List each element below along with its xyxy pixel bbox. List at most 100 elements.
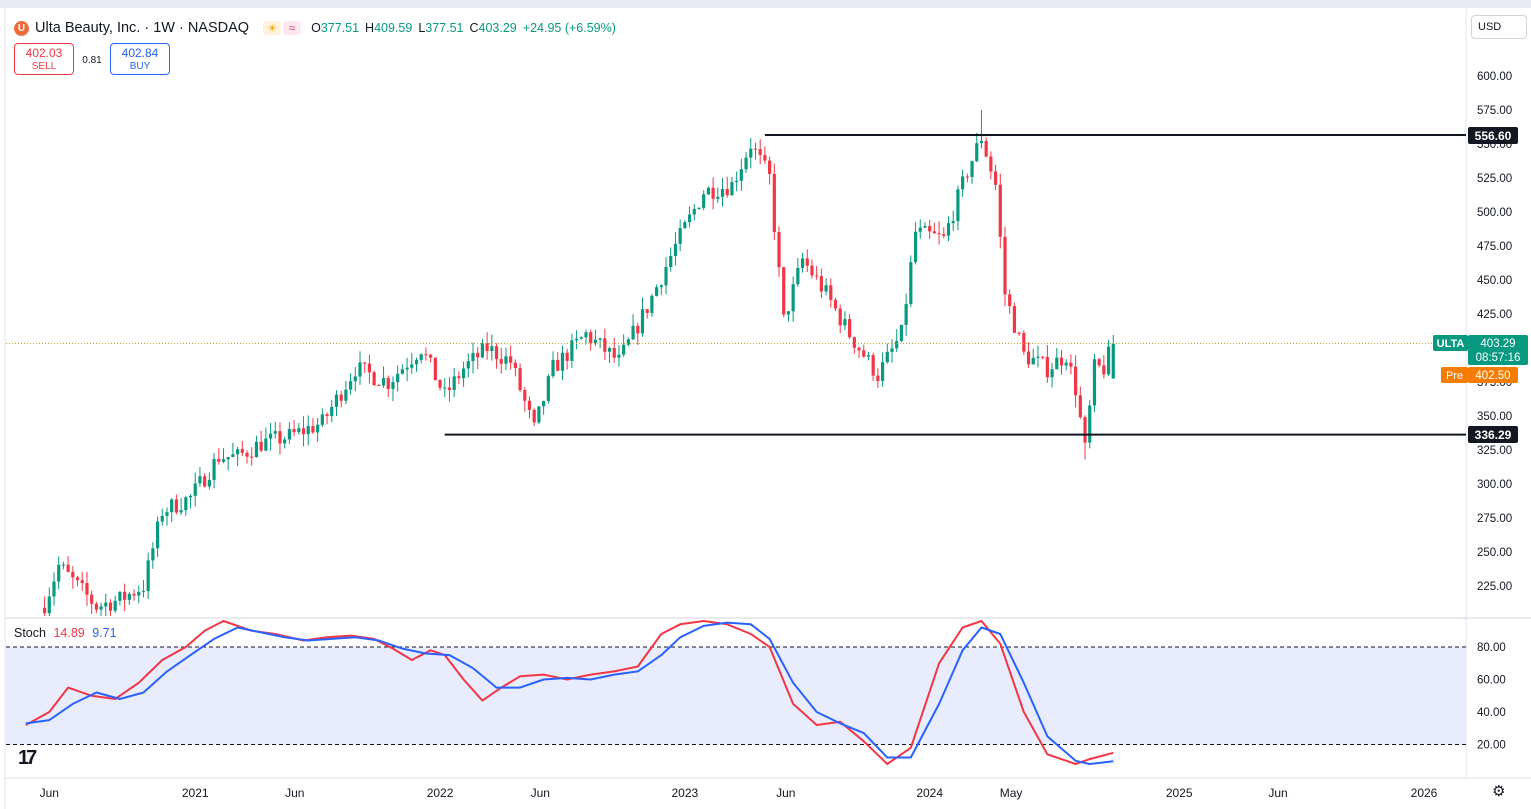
symbol-title[interactable]: Ulta Beauty, Inc. · 1W · NASDAQ: [35, 20, 250, 36]
candle-body: [273, 431, 277, 434]
tradingview-logo-icon[interactable]: 17: [18, 747, 37, 769]
candle-body: [118, 591, 122, 601]
candle-body: [348, 381, 353, 390]
candle-body: [80, 580, 84, 584]
candle-body: [946, 223, 951, 236]
candle-body: [141, 591, 146, 593]
candle-body: [913, 231, 918, 263]
time-tick-label: Jun: [531, 786, 550, 800]
stoch-band-group: [6, 646, 1466, 745]
candle-body: [720, 188, 725, 197]
candle-body: [970, 161, 974, 177]
time-tick-label: Jun: [1268, 786, 1287, 800]
spread-value: 0.81: [82, 55, 102, 66]
candle-body: [438, 380, 442, 388]
candle-body: [768, 160, 772, 174]
stoch-tick-label: 40.00: [1477, 707, 1506, 719]
sell-button[interactable]: 402.03 SELL: [14, 43, 74, 75]
candle-body: [1012, 306, 1017, 333]
candle-body: [622, 344, 626, 355]
candle-body: [584, 332, 588, 338]
candle-body: [414, 360, 419, 365]
candle-body: [810, 265, 814, 276]
candle-body: [560, 352, 565, 371]
pre-label: Pre: [1446, 370, 1463, 382]
candle-body: [1059, 357, 1064, 366]
candle-body: [993, 171, 998, 185]
candle-body: [636, 325, 640, 334]
candle-body: [52, 581, 56, 597]
top-border: [0, 0, 1531, 8]
candle-body: [231, 454, 235, 458]
candle-body: [899, 324, 904, 342]
buy-button[interactable]: 402.84 BUY: [110, 43, 170, 75]
candle-body: [90, 594, 94, 604]
candle-body: [264, 438, 268, 451]
candle-body: [579, 337, 583, 339]
candle-body: [283, 439, 287, 444]
pre-price-tag-bg: [1468, 367, 1518, 383]
price-tick-label: 350.00: [1477, 411, 1512, 423]
price-axis[interactable]: 225.00250.00275.00300.00325.00350.00375.…: [1477, 71, 1512, 752]
stoch-k-value: 14.89: [53, 626, 85, 640]
candle-body: [245, 452, 249, 457]
currency-selector[interactable]: USD: [1471, 15, 1527, 39]
symbol-tag-bg: [1433, 335, 1468, 351]
candle-body: [344, 389, 348, 401]
candle-body: [433, 357, 437, 381]
candle-body: [513, 362, 517, 369]
candle-body: [452, 376, 456, 391]
stoch-tick-label: 60.00: [1477, 675, 1506, 687]
symbol-tag: ULTA: [1437, 338, 1465, 350]
candle-body: [372, 372, 376, 385]
candle-body: [108, 602, 113, 611]
candle-body: [659, 285, 663, 288]
candle-body: [1045, 357, 1049, 378]
candle-body: [829, 285, 833, 300]
candle-body: [259, 441, 263, 451]
candle-body: [325, 414, 329, 417]
candle-body: [396, 373, 400, 383]
candle-body: [104, 602, 108, 607]
wave-icon[interactable]: ≈: [283, 21, 302, 35]
candle-body: [278, 431, 282, 444]
candle-body: [480, 343, 485, 358]
time-tick-label: 2024: [916, 786, 943, 800]
countdown-tag: 08:57:16: [1476, 352, 1521, 364]
candle-body: [951, 221, 955, 224]
candle-body: [57, 564, 61, 582]
stoch-tick-label: 20.00: [1477, 740, 1506, 752]
candle-body: [942, 234, 946, 236]
candle-body: [221, 459, 226, 462]
candle-body: [838, 308, 842, 326]
candle-body: [358, 362, 362, 377]
resistance-tag-bg: [1468, 127, 1518, 144]
stoch-legend[interactable]: Stoch 14.89 9.71: [14, 626, 117, 640]
candle-body: [1022, 333, 1026, 352]
candle-body: [471, 352, 475, 362]
candle-body: [292, 429, 296, 433]
candle-body: [815, 275, 819, 277]
candle-body: [85, 583, 89, 595]
candle-body: [447, 387, 452, 391]
pre-price-tag: 402.50: [1475, 370, 1510, 382]
stoch-d-value: 9.71: [92, 626, 117, 640]
candle-body: [918, 227, 922, 232]
candle-body: [429, 354, 433, 358]
symbol-legend[interactable]: U Ulta Beauty, Inc. · 1W · NASDAQ ☀ ≈ O3…: [14, 17, 622, 39]
candle-body: [132, 593, 136, 596]
candle-body: [518, 368, 522, 391]
time-tick-label: 2021: [182, 786, 209, 800]
candle-body: [857, 347, 861, 351]
sun-icon[interactable]: ☀: [263, 21, 282, 35]
candle-body: [203, 476, 207, 487]
time-axis[interactable]: Jun 2021 Jun 2022 Jun 2023 Jun 2024 May 2025 Jun 20…: [40, 786, 1438, 800]
candle-body: [287, 429, 291, 440]
candle-body: [975, 143, 979, 162]
candle-body: [532, 409, 536, 423]
candle-body: [800, 258, 805, 268]
settings-gear-icon[interactable]: ⚙: [1492, 783, 1506, 800]
candles-group: [42, 110, 1115, 616]
candle-body: [570, 340, 574, 361]
